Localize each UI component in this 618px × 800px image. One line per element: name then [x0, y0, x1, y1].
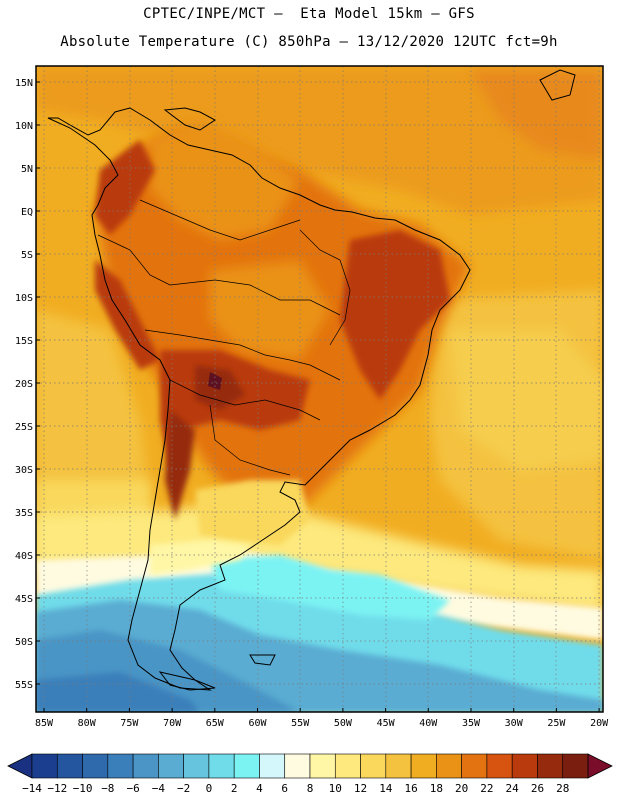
longitude-labels: 85W 80W 75W 70W 65W 60W 55W 50W 45W 40W 35W 30W 25W 2…	[35, 708, 609, 729]
colorbar-swatch	[158, 753, 184, 779]
colorbar-under-arrow	[7, 753, 33, 779]
colorbar-swatch	[107, 753, 134, 779]
colorbar-label: 6	[281, 782, 288, 795]
lon-label: 45W	[377, 718, 396, 729]
lon-label: 60W	[248, 718, 267, 729]
colorbar-swatch	[208, 753, 235, 779]
lon-label: 30W	[505, 718, 524, 729]
colorbar-label: −8	[101, 782, 114, 795]
lat-label: 40S	[15, 551, 33, 562]
lat-label: 10N	[15, 121, 33, 132]
colorbar-label: −12	[47, 782, 67, 795]
colorbar-label: 16	[404, 782, 417, 795]
colorbar-label: 18	[430, 782, 443, 795]
lat-label: 35S	[15, 508, 33, 519]
colorbar-label: 2	[231, 782, 238, 795]
lat-label: 15S	[15, 336, 33, 347]
colorbar-label: 0	[206, 782, 213, 795]
colorbar-label: 24	[506, 782, 520, 795]
colorbar-label: 14	[379, 782, 393, 795]
colorbar-swatch	[334, 753, 361, 779]
colorbar-swatch	[309, 753, 336, 779]
colorbar-swatch	[410, 753, 437, 779]
coastlines	[47, 69, 576, 691]
lat-label: 5S	[21, 250, 33, 261]
colorbar-swatch	[82, 753, 109, 779]
colorbar-swatch	[562, 753, 589, 779]
colorbar-label: −14	[22, 782, 42, 795]
colorbar-swatch	[486, 753, 513, 779]
lat-label: 30S	[15, 465, 33, 476]
lat-label: 25S	[15, 422, 33, 433]
colorbar-swatch	[385, 753, 412, 779]
lon-label: 65W	[206, 718, 225, 729]
lat-label: 45S	[15, 594, 33, 605]
lon-label: 85W	[35, 718, 54, 729]
colorbar-label: 28	[556, 782, 569, 795]
lon-label: 75W	[120, 718, 139, 729]
colorbar-swatch	[56, 753, 83, 779]
lat-label: 5N	[21, 164, 33, 175]
colorbar-swatch	[461, 753, 488, 779]
colorbar-label: 4	[256, 782, 263, 795]
colorbar-swatch	[511, 753, 538, 779]
lon-label: 55W	[291, 718, 310, 729]
lon-label: 50W	[334, 718, 353, 729]
lat-label: EQ	[21, 207, 33, 218]
colorbar	[7, 753, 613, 779]
colorbar-swatch	[132, 753, 159, 779]
colorbar-swatch	[31, 753, 58, 779]
lat-label: 55S	[15, 680, 33, 691]
colorbar-label: 12	[354, 782, 367, 795]
colorbar-labels: −14 −12 −10 −8 −6 −4 −2 0 2 4 6 8 10 12 14 16 18 20 22 24 26…	[22, 782, 569, 795]
colorbar-label: 8	[307, 782, 314, 795]
map-title-line-2: Absolute Temperature (C) 850hPa – 13/12/…	[60, 34, 558, 50]
temperature-field	[36, 66, 603, 712]
colorbar-label: 10	[329, 782, 342, 795]
colorbar-over-arrow	[587, 753, 613, 779]
graticule	[36, 66, 603, 712]
lon-label: 80W	[78, 718, 97, 729]
map-title-line-1: CPTEC/INPE/MCT – Eta Model 15km – GFS	[143, 6, 475, 22]
colorbar-label: 20	[455, 782, 468, 795]
lon-label: 70W	[163, 718, 182, 729]
colorbar-swatch	[284, 753, 311, 779]
lon-label: 40W	[419, 718, 438, 729]
map-frame	[35, 65, 604, 713]
colorbar-swatch	[183, 753, 210, 779]
colorbar-label: −4	[152, 782, 166, 795]
lat-label: 20S	[15, 379, 33, 390]
lat-label: 10S	[15, 293, 33, 304]
lon-label: 35W	[462, 718, 481, 729]
colorbar-label: 26	[531, 782, 544, 795]
colorbar-label: 22	[480, 782, 493, 795]
country-borders	[97, 199, 351, 476]
colorbar-swatch	[233, 753, 260, 779]
lat-label: 50S	[15, 637, 33, 648]
colorbar-swatch	[436, 753, 462, 779]
colorbar-swatch	[537, 753, 564, 779]
colorbar-label: −6	[126, 782, 139, 795]
colorbar-swatch	[259, 753, 286, 779]
colorbar-swatch	[360, 753, 387, 779]
lon-label: 20W	[590, 718, 609, 729]
colorbar-label: −10	[73, 782, 93, 795]
latitude-labels: 15N 10N 5N EQ 5S 10S 15S 20S 25S 30S 35S 40S 45S 50S 5…	[15, 78, 40, 691]
lon-label: 25W	[547, 718, 566, 729]
lat-label: 15N	[15, 78, 33, 89]
colorbar-label: −2	[177, 782, 190, 795]
